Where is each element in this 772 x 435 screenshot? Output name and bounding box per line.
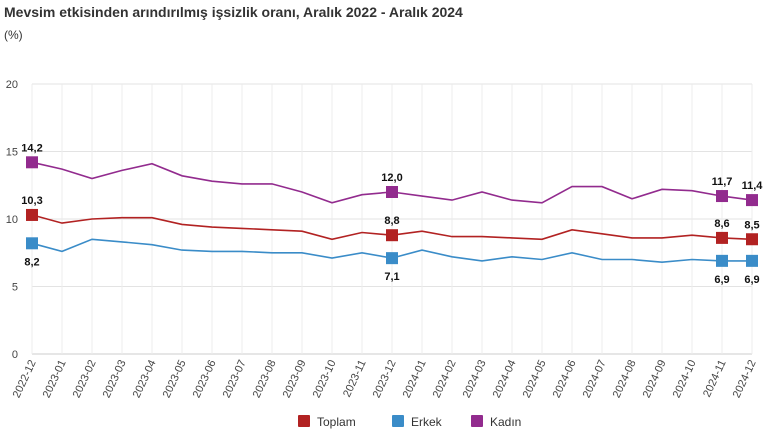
data-label-erkek: 8,2 xyxy=(24,256,39,268)
data-point-toplam xyxy=(386,229,398,242)
x-tick-label: 2024-10 xyxy=(671,358,699,400)
x-tick-label: 2024-07 xyxy=(581,358,609,400)
data-label-toplam: 10,3 xyxy=(21,195,42,207)
legend-label-erkek: Erkek xyxy=(411,415,443,429)
data-point-kad-n xyxy=(716,190,728,203)
data-label-erkek: 6,9 xyxy=(714,274,729,286)
x-tick-label: 2023-10 xyxy=(311,358,339,400)
data-point-kad-n xyxy=(386,186,398,198)
data-point-toplam xyxy=(26,208,38,221)
y-axis-unit: (%) xyxy=(4,28,23,42)
data-label-toplam: 8,6 xyxy=(714,218,729,230)
x-tick-label: 2023-11 xyxy=(341,358,369,399)
data-label-kad-n: 11,4 xyxy=(742,180,764,192)
x-tick-label: 2024-01 xyxy=(401,358,429,400)
x-tick-label: 2024-09 xyxy=(641,358,669,400)
legend-swatch-toplam xyxy=(298,415,310,427)
x-tick-label: 2024-11 xyxy=(701,358,729,399)
legend-swatch-kad-n xyxy=(471,415,483,427)
data-point-erkek xyxy=(26,237,38,250)
x-tick-label: 2024-04 xyxy=(491,358,519,400)
x-tick-label: 2023-06 xyxy=(191,358,219,400)
x-tick-label: 2024-02 xyxy=(431,358,459,400)
data-label-kad-n: 14,2 xyxy=(21,142,42,154)
data-label-erkek: 6,9 xyxy=(744,274,759,286)
x-tick-label: 2023-03 xyxy=(101,358,129,400)
x-tick-label: 2022-12 xyxy=(11,358,39,400)
data-label-toplam: 8,8 xyxy=(384,215,399,227)
x-tick-label: 2023-12 xyxy=(371,358,399,400)
data-point-erkek xyxy=(746,254,758,267)
x-tick-label: 2023-08 xyxy=(251,358,279,400)
x-tick-label: 2023-09 xyxy=(281,358,309,400)
data-label-erkek: 7,1 xyxy=(384,271,399,283)
chart-title: Mevsim etkisinden arındırılmış işsizlik … xyxy=(4,4,463,20)
legend-label-toplam: Toplam xyxy=(317,415,356,429)
legend-swatch-erkek xyxy=(392,415,404,427)
data-point-kad-n xyxy=(746,194,758,207)
x-tick-label: 2023-02 xyxy=(71,358,99,400)
data-point-erkek xyxy=(386,252,398,265)
data-label-toplam: 8,5 xyxy=(744,219,759,231)
x-tick-label: 2024-08 xyxy=(611,358,639,400)
y-tick-label: 5 xyxy=(12,282,18,294)
data-point-toplam xyxy=(746,233,758,246)
data-label-kad-n: 12,0 xyxy=(381,172,402,184)
y-tick-label: 15 xyxy=(6,147,18,159)
data-point-toplam xyxy=(716,231,728,244)
x-tick-label: 2024-06 xyxy=(551,358,579,400)
legend-label-kad-n: Kadın xyxy=(490,415,521,429)
data-point-erkek xyxy=(716,254,728,267)
y-tick-label: 0 xyxy=(12,349,18,361)
data-label-kad-n: 11,7 xyxy=(712,176,733,188)
y-tick-label: 10 xyxy=(6,214,18,226)
data-point-kad-n xyxy=(26,156,38,169)
x-tick-label: 2024-12 xyxy=(731,358,759,400)
x-tick-label: 2023-05 xyxy=(161,358,189,400)
x-tick-label: 2024-03 xyxy=(461,358,489,400)
x-tick-label: 2024-05 xyxy=(521,358,549,400)
x-tick-label: 2023-01 xyxy=(41,358,69,400)
x-tick-label: 2023-04 xyxy=(131,358,159,400)
x-tick-label: 2023-07 xyxy=(221,358,249,400)
y-tick-label: 20 xyxy=(6,79,18,91)
